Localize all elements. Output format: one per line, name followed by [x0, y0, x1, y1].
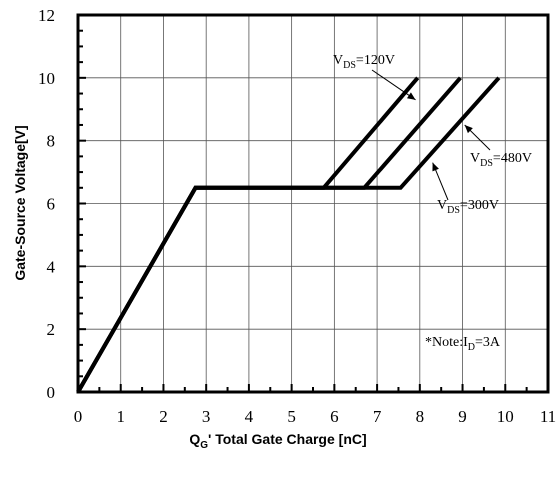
y-axis-title: Gate-Source Voltage[V]: [12, 125, 28, 280]
y-tick-label-4: 4: [47, 257, 56, 276]
x-tick-label-7: 7: [373, 407, 382, 426]
x-tick-label-4: 4: [245, 407, 254, 426]
x-axis-title: QG' Total Gate Charge [nC]: [189, 431, 366, 451]
arrow-head-vds120: [406, 92, 416, 100]
series-lines: [76, 76, 501, 393]
x-tick-label-11: 11: [540, 407, 556, 426]
arrow-head-vds300: [432, 162, 439, 172]
x-tick-label-5: 5: [287, 407, 296, 426]
x-tick-label-9: 9: [458, 407, 467, 426]
x-tick-label-2: 2: [159, 407, 168, 426]
annotation-arrows: [371, 69, 491, 201]
x-tick-labels: 0 1 2 3 4 5 6 7 8 9 10 11: [74, 407, 556, 426]
series-line-1: [76, 76, 462, 393]
y-tick-label-10: 10: [38, 69, 55, 88]
annotation-vds-300v: VDS=300V: [437, 198, 499, 216]
arrow-head-vds480: [464, 124, 473, 134]
y-tick-labels: 0 2 4 6 8 10 12: [38, 6, 56, 402]
y-tick-label-6: 6: [47, 195, 56, 214]
y-tick-label-0: 0: [47, 383, 56, 402]
x-tick-label-6: 6: [330, 407, 339, 426]
x-tick-label-8: 8: [416, 407, 425, 426]
x-tick-label-10: 10: [497, 407, 514, 426]
y-tick-label-2: 2: [47, 320, 56, 339]
x-tick-label-1: 1: [116, 407, 125, 426]
plot-frame: [76, 13, 550, 394]
arrow-line-vds120: [371, 69, 416, 101]
x-tick-label-0: 0: [74, 407, 83, 426]
x-tick-label-3: 3: [202, 407, 211, 426]
annotation-vds-120v: VDS=120V: [333, 53, 395, 71]
grid: [78, 15, 548, 392]
y-tick-label-12: 12: [38, 6, 55, 25]
annotation-note: *Note:ID=3A: [425, 335, 501, 353]
series-line-0: [76, 76, 420, 393]
y-tick-label-8: 8: [47, 132, 56, 151]
series-line-2: [76, 76, 501, 393]
annotation-vds-480v: VDS=480V: [470, 151, 532, 169]
